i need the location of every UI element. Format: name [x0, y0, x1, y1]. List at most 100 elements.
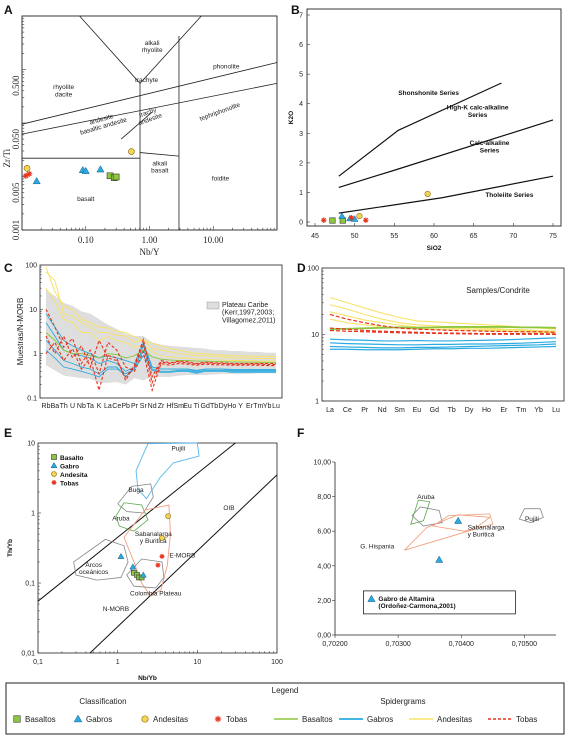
- field-arcos-oceanicos: [73, 538, 129, 581]
- legend-item-label: Andesitas: [153, 715, 188, 724]
- y-tick-label: 0.001: [11, 220, 21, 240]
- x-tick-label: 55: [390, 233, 398, 240]
- field-boundary: [21, 62, 278, 125]
- x-tick-label: Rb: [42, 403, 51, 410]
- legend-item-label: Basaltos: [25, 715, 56, 724]
- legend-item-label: Tobas: [226, 715, 247, 724]
- x-tick-label: 45: [311, 233, 319, 240]
- x-tick-label: Sm: [173, 403, 184, 410]
- field-boundary: [139, 152, 180, 157]
- panel-c: C Rb Ba Th U Nb Ta K La Ce Pb Pr Sr Nd Zr Hf Sm Eu Ti Gd Tb D…: [4, 261, 283, 410]
- y-tick-label: 6,00: [317, 529, 331, 536]
- field-label: Aruba: [112, 516, 130, 523]
- x-tick-label: 0.10: [78, 235, 94, 245]
- field-label: Arcos oceánicos: [79, 562, 109, 576]
- x-tick-label: 75: [549, 233, 557, 240]
- field-label: Sabanalarga y Buriticá: [468, 524, 505, 538]
- field-label: trachyte: [135, 77, 159, 84]
- x-tick-label: Zr: [158, 403, 165, 410]
- y-tick-label: 3: [299, 131, 303, 138]
- field-label: rhyolite dacite: [53, 84, 74, 98]
- star-stroke: [23, 173, 29, 179]
- field-colombia-plateau: [126, 558, 165, 589]
- y-tick-label: 4,00: [317, 563, 331, 570]
- field-label: Aruba: [417, 494, 435, 501]
- x-tick-label: Eu: [413, 407, 422, 414]
- field-label: Shonshonite Series: [398, 90, 459, 97]
- panel-letter: B: [291, 3, 300, 17]
- point-andesitas: [128, 148, 135, 155]
- x-tick-label: 70: [509, 233, 517, 240]
- field-label: phonolite: [213, 63, 240, 70]
- panel-f: F Aruba Sabanalarga y Buriticá Pujilí G. Hisp…: [297, 426, 556, 648]
- point-gabro-de-altamira: [435, 555, 444, 563]
- field-aruba: [411, 506, 443, 527]
- x-tick-label: Lu: [552, 407, 560, 414]
- x-tick-label: Ti: [194, 403, 200, 410]
- x-tick-label: Ce: [112, 403, 121, 410]
- x-tick-label: Y: [238, 403, 243, 410]
- point-gabro: [129, 563, 137, 570]
- legend-item-label: Tobas: [516, 715, 537, 724]
- x-tick-label: 0,70500: [512, 641, 537, 648]
- y-tick-label: 1: [315, 399, 319, 406]
- x-tick-label: 0,70400: [449, 641, 474, 648]
- point-gabros: [32, 177, 41, 185]
- x-tick-label: La: [104, 403, 112, 410]
- spidergram-andesitas: [45, 266, 276, 357]
- series-boundary: [338, 82, 502, 177]
- x-tick-label: Nd: [378, 407, 387, 414]
- x-tick-label: Ho: [482, 407, 491, 414]
- point-basaltos: [329, 217, 336, 224]
- field-label: tephriphonolite: [199, 101, 242, 122]
- field-label: Colombia Plateau: [130, 591, 182, 598]
- x-tick-label: 10.00: [203, 235, 224, 245]
- spidergram-gabros: [329, 341, 557, 346]
- legend-label: Andesita: [60, 472, 88, 479]
- panel-letter: A: [4, 3, 13, 17]
- x-axis-label: Nb/Y: [140, 247, 161, 257]
- y-tick-label: 6: [299, 42, 303, 49]
- field-aruba: [115, 502, 149, 532]
- legend-marker: [73, 714, 83, 723]
- y-tick-label: 2,00: [317, 598, 331, 605]
- field-label: basalt: [77, 196, 95, 203]
- field-label: OIB: [223, 505, 234, 512]
- star-stroke: [363, 217, 369, 223]
- x-tick-label: Sr: [140, 403, 148, 410]
- spidergram-gabros: [329, 343, 557, 349]
- point-gabros: [96, 165, 105, 173]
- y-tick-label: 100: [307, 266, 319, 273]
- point-gabro: [139, 571, 147, 578]
- star-stroke: [321, 217, 327, 223]
- field-label: Pujilí: [171, 446, 185, 453]
- x-tick-label: Ce: [343, 407, 352, 414]
- field-label: andesitebasaltic andesite: [77, 110, 128, 137]
- x-tick-label: 10: [193, 659, 201, 666]
- point-tobas: [155, 562, 161, 568]
- x-tick-label: Hf: [166, 403, 173, 410]
- legend-label: Gabro de Altamira (Ordoñez-Carmona,2001): [378, 596, 455, 610]
- field-label: Sabanalarga y Buriticá: [135, 531, 172, 545]
- y-tick-label: 2: [299, 160, 303, 167]
- field-buga: [117, 483, 154, 514]
- y-tick-label: 1: [33, 351, 37, 358]
- spidergram-tobas: [329, 329, 557, 336]
- spidergram-tobas: [329, 313, 557, 333]
- y-tick-label: 0,1: [25, 581, 35, 588]
- star-stroke: [349, 215, 354, 221]
- panel-d: D Samples/Condrite La Ce Pr Nd Sm Eu Gd Tb Dy Ho Er T…: [297, 261, 565, 414]
- legend-marker: [51, 471, 57, 477]
- field-label: High-K calc-alkaline Series: [447, 105, 509, 119]
- point-andesitas: [424, 190, 431, 197]
- point-gabro: [117, 552, 125, 559]
- x-tick-label: Yb: [263, 403, 272, 410]
- x-tick-label: Ba: [51, 403, 60, 410]
- x-tick-label: 0,70200: [322, 641, 347, 648]
- x-tick-label: Eu: [183, 403, 192, 410]
- legend-marker: [13, 715, 21, 723]
- legend-swatch: [206, 301, 220, 310]
- x-tick-label: 0,1: [33, 659, 43, 666]
